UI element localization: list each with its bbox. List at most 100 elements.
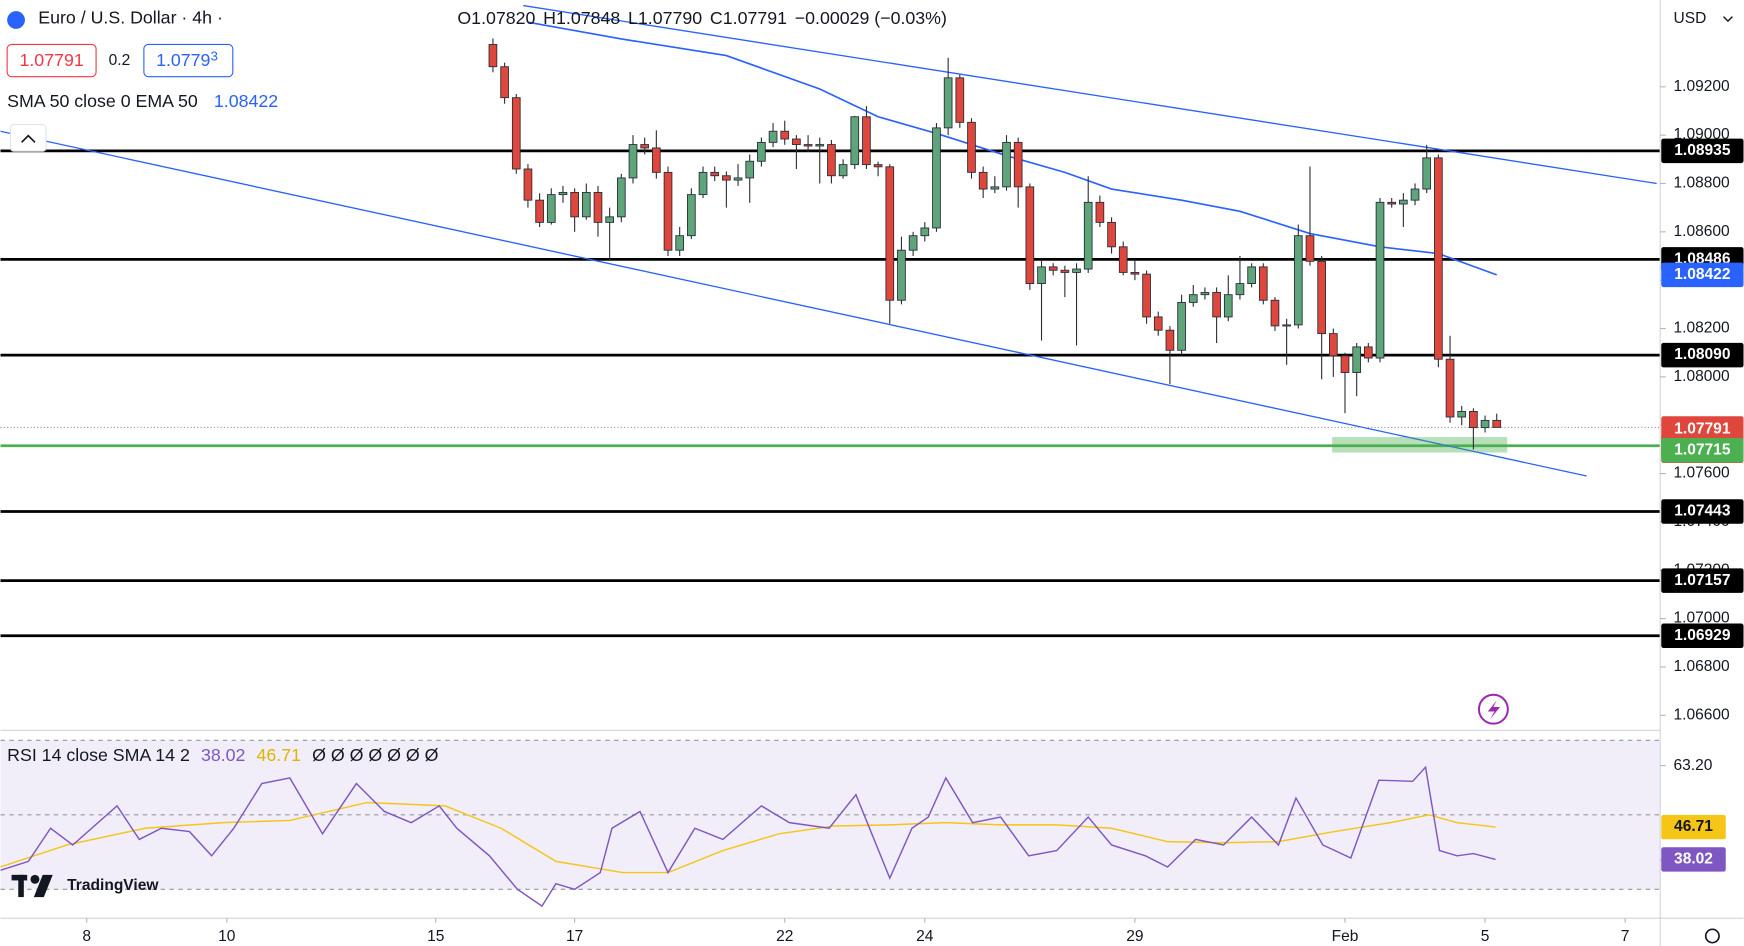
candle-body	[815, 144, 825, 147]
watermark-text: TradingView	[67, 877, 159, 894]
candle-body	[873, 164, 883, 168]
candle-body	[1060, 269, 1070, 273]
candle-body	[511, 97, 521, 170]
candle-body	[1142, 273, 1151, 318]
price-badge	[1661, 262, 1744, 288]
candle-body	[593, 191, 603, 223]
rsi-badge-label: 38.02	[1674, 851, 1713, 868]
candle-body	[1364, 346, 1373, 359]
buy-box[interactable]	[143, 43, 234, 78]
candle-body	[1434, 157, 1443, 360]
price-badge-label: 1.06929	[1674, 627, 1731, 644]
indicator-label: SMA 50 close 0 EMA 50	[7, 91, 198, 111]
candle-body	[885, 166, 895, 301]
candle-body	[570, 191, 579, 218]
candle-body	[722, 175, 731, 181]
candle-body	[955, 77, 965, 123]
x-tick-label: 7	[1621, 928, 1630, 945]
price-badge	[1661, 437, 1744, 463]
candle-body	[581, 191, 591, 218]
ohlc-value: 1.07791	[723, 8, 787, 28]
candle-body	[1445, 358, 1455, 418]
y-tick-label: 1.08200	[1673, 320, 1730, 337]
candle-body	[1340, 355, 1350, 373]
y-tick-label: 1.08000	[1673, 368, 1730, 385]
sell-box[interactable]	[6, 43, 97, 78]
x-tick-label: 8	[82, 928, 91, 945]
candle-body	[675, 235, 685, 251]
y-tick-label: 1.08800	[1673, 175, 1730, 192]
x-tick-label: 10	[218, 928, 236, 945]
currency: USD	[1673, 10, 1706, 27]
candle-body	[1200, 292, 1210, 296]
logo-part	[18, 874, 24, 898]
indicator-value: 1.08422	[214, 91, 278, 111]
price-badge-label: 1.07715	[1674, 441, 1731, 458]
ask-price: 1.07793	[156, 48, 218, 70]
x-tick-label: 5	[1481, 928, 1490, 945]
channel-line	[0, 130, 1587, 477]
rsi-sma-line	[0, 801, 1496, 874]
currency-dropdown[interactable]	[1662, 2, 1743, 36]
rsi-pane	[0, 739, 1661, 908]
axes: 1.066001.068001.070001.072001.074001.076…	[82, 78, 1744, 945]
bid-price: 1.07791	[20, 50, 84, 70]
candle-body	[1422, 157, 1432, 190]
y-tick-label: 1.07000	[1673, 610, 1730, 627]
candle-body	[1305, 235, 1315, 262]
candle-body	[1188, 294, 1198, 303]
collapse-button[interactable]	[9, 123, 47, 152]
candle-body	[558, 191, 568, 196]
candle-body	[792, 138, 801, 146]
ohlc-key: H	[543, 8, 556, 28]
watermark: TradingView	[11, 874, 159, 898]
candle-body	[1469, 410, 1478, 429]
candle-body	[605, 216, 614, 223]
candle-body	[628, 144, 638, 179]
candle-body	[990, 186, 1000, 190]
candle-body	[978, 171, 988, 190]
ohlc-value: 1.07848	[556, 8, 620, 28]
price-badge-label: 1.07443	[1674, 503, 1731, 520]
candle-body	[1177, 301, 1186, 351]
candle-body	[1492, 419, 1502, 428]
candle-body	[652, 147, 661, 173]
x-tick-label: 17	[566, 928, 583, 945]
candle-body	[733, 177, 743, 181]
candle-body	[838, 164, 848, 177]
rsi-y-tick-label: 63.20	[1673, 757, 1712, 774]
candle-body	[1410, 188, 1420, 201]
candle-body	[850, 116, 860, 166]
rsi-sma-value: 46.71	[257, 745, 302, 765]
candle-body	[1013, 141, 1023, 188]
ask-pip: 3	[210, 48, 217, 63]
y-tick-label: 1.08600	[1673, 223, 1730, 240]
x-tick-label: 22	[776, 928, 793, 945]
y-tick-label: 1.06600	[1673, 706, 1730, 723]
channel-line	[523, 4, 1657, 185]
candle-body	[640, 144, 650, 149]
legend: Euro / U.S. Dollar · 4h · O1.07820 H1.078…	[6, 2, 1743, 944]
x-tick-label: 24	[916, 928, 934, 945]
ohlc-change: −0.00029 (−0.03%)	[795, 8, 947, 28]
candle-body	[1072, 268, 1081, 273]
candle-body	[967, 121, 976, 173]
ohlc-key: L	[628, 8, 638, 28]
candle-body	[1352, 346, 1362, 373]
candle-body	[1328, 333, 1338, 357]
candle-body	[1375, 201, 1385, 359]
logo-part	[33, 874, 53, 898]
candle-body	[1317, 260, 1326, 335]
candle-body	[897, 249, 906, 301]
y-tick-label: 1.07600	[1673, 465, 1730, 482]
ask-main: 1.0779	[156, 50, 210, 70]
candle-body	[827, 144, 836, 177]
settings-button[interactable]	[1704, 928, 1720, 944]
candle-body	[1212, 292, 1221, 318]
price-badge	[1661, 623, 1744, 649]
support-zone	[1332, 437, 1508, 453]
candle-body	[1282, 324, 1291, 327]
